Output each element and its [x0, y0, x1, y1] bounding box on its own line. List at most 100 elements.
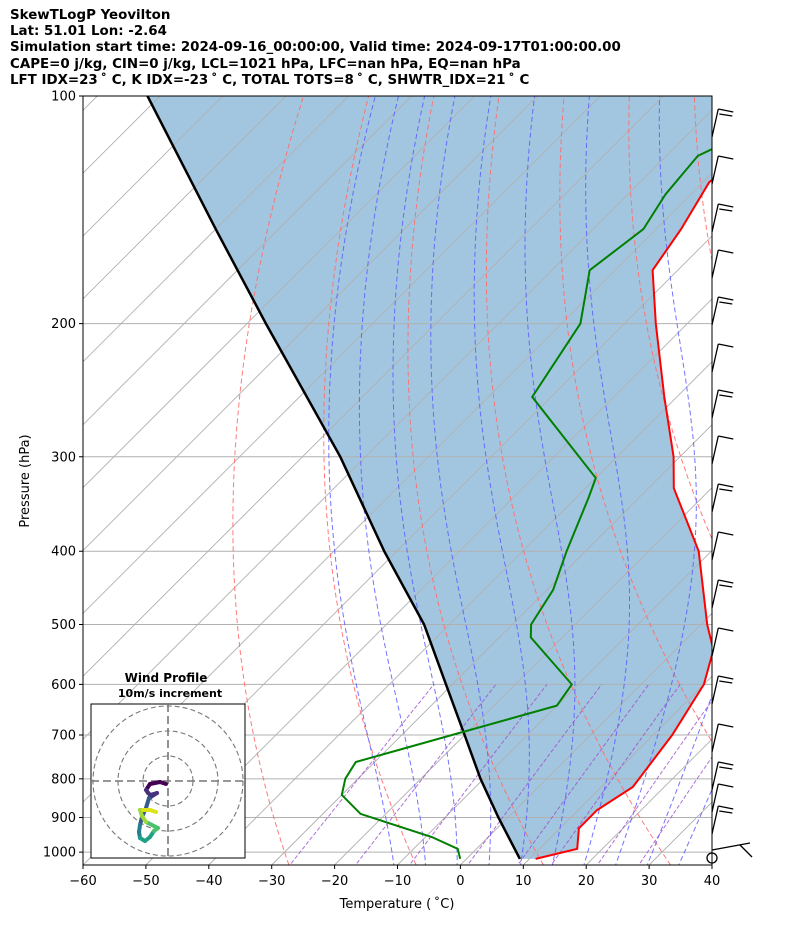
wind-barb-flag [718, 483, 734, 488]
wind-barb-staff [711, 389, 719, 419]
mixing-ratio-line [550, 684, 681, 865]
moist-adiabat [473, 96, 530, 865]
x-tick-label: 0 [456, 874, 464, 889]
wind-barb-flag [719, 113, 733, 117]
moist-adiabat [392, 96, 458, 865]
x-axis-label: Temperature ( ˚C) [339, 896, 455, 912]
y-tick-label: 100 [51, 90, 76, 105]
isotherm-line [83, 96, 287, 300]
isotherm-line [208, 361, 712, 865]
isotherm-line [334, 486, 712, 865]
isotherm-line [83, 109, 712, 740]
hodograph-plot [91, 704, 245, 858]
wind-barb-flag [718, 579, 734, 584]
hodograph-trace-segment [148, 808, 158, 814]
dry-adiabat [323, 96, 417, 865]
y-tick-label: 500 [51, 618, 76, 633]
dry-adiabat [693, 96, 712, 264]
wind-barb-flag [719, 488, 733, 492]
wind-barb-staff [711, 675, 719, 705]
isotherm-line [83, 96, 475, 489]
wind-barb-staff [711, 483, 719, 513]
wind-barb-flag [718, 108, 734, 113]
y-tick-label: 700 [51, 728, 76, 743]
x-tick-label: 40 [704, 874, 721, 889]
x-tick-label: 10 [515, 874, 532, 889]
mixing-ratio-line [354, 684, 497, 865]
wind-barb-flag [718, 783, 734, 788]
isotherm-line [271, 424, 712, 865]
isotherm-line [83, 96, 413, 426]
wind-barb-flag [718, 389, 734, 394]
isotherm-line [83, 96, 601, 615]
mixing-ratio-line [467, 684, 603, 865]
y-tick-label: 800 [51, 772, 76, 787]
hodograph-title: Wind Profile [125, 671, 208, 685]
x-tick-label: 20 [578, 874, 595, 889]
wind-barb-flag [718, 435, 734, 440]
temperature-line [535, 178, 712, 860]
cin-shaded-area [147, 96, 712, 859]
x-tick-label: 30 [641, 874, 658, 889]
y-tick-label: 300 [51, 450, 76, 465]
moist-adiabat [358, 96, 427, 865]
wind-barb-flag [719, 810, 733, 814]
dewpoint-line [340, 148, 712, 860]
hodograph: Wind Profile 10m/s increment [90, 671, 246, 859]
x-tick-label: −40 [195, 874, 222, 889]
mixing-ratio-line [596, 699, 712, 865]
chart-title: SkewTLogP Yeovilton [10, 8, 171, 23]
wind-barb-flag [719, 301, 733, 305]
isotherm-line [460, 612, 712, 865]
wind-barb-flag [718, 627, 734, 632]
location-line: Lat: 51.01 Lon: -2.64 [10, 24, 167, 40]
isotherm-line [397, 549, 712, 865]
index-line: LFT IDX=23 ˚ C, K IDX=-23 ˚ C, TOTAL TOT… [10, 72, 530, 88]
y-tick-label: 1000 [43, 846, 76, 861]
dry-adiabat [232, 96, 304, 865]
wind-barb-staff [711, 155, 719, 185]
wind-barb-flag [718, 249, 734, 254]
y-axis-label: Pressure (hPa) [18, 434, 33, 527]
x-tick-label: −60 [69, 874, 96, 889]
wind-barb-staff [711, 579, 719, 609]
wind-barb-flag [718, 296, 734, 301]
time-line: Simulation start time: 2024-09-16_00:00:… [10, 40, 621, 56]
wind-barb-flag [718, 805, 734, 810]
parcel-profile-line [146, 96, 522, 860]
moist-adiabat [583, 96, 630, 865]
moist-adiabat [678, 788, 712, 865]
isotherm-line [711, 864, 712, 865]
isotherm-line [83, 96, 538, 552]
x-tick-label: −20 [321, 874, 348, 889]
mixing-ratio-line [408, 684, 548, 865]
dry-adiabat [760, 96, 794, 865]
wind-barb-staff [711, 627, 719, 657]
x-tick-label: −10 [384, 874, 411, 889]
wind-barb-flag [719, 208, 733, 212]
wind-barb-staff [711, 249, 719, 279]
isotherm-line [145, 298, 712, 865]
wind-barb-flag [718, 531, 734, 536]
wind-barb-flag [719, 394, 733, 398]
wind-barb-flag [718, 203, 734, 208]
moist-adiabat [328, 96, 395, 865]
moist-adiabat [615, 96, 697, 865]
moist-adiabat [524, 96, 576, 865]
moist-adiabat [646, 693, 712, 865]
wind-barb-flag [718, 761, 734, 766]
calm-wind-circle [706, 852, 718, 864]
wind-barb-staff [711, 842, 751, 851]
cape-line: CAPE=0 j/kg, CIN=0 j/kg, LCL=1021 hPa, L… [10, 56, 521, 72]
chart-header: SkewTLogP Yeovilton Lat: 51.01 Lon: -2.6… [10, 8, 790, 89]
wind-barb-flag [718, 723, 734, 728]
isotherm-line [83, 96, 224, 237]
wind-barb-flag [719, 584, 733, 588]
wind-barb-flag [718, 343, 734, 348]
wind-barb-staff [711, 783, 719, 813]
wind-barb-staff [711, 435, 719, 465]
wind-barb-flag [719, 766, 733, 770]
x-tick-label: −50 [132, 874, 159, 889]
isotherm-line [522, 675, 712, 865]
